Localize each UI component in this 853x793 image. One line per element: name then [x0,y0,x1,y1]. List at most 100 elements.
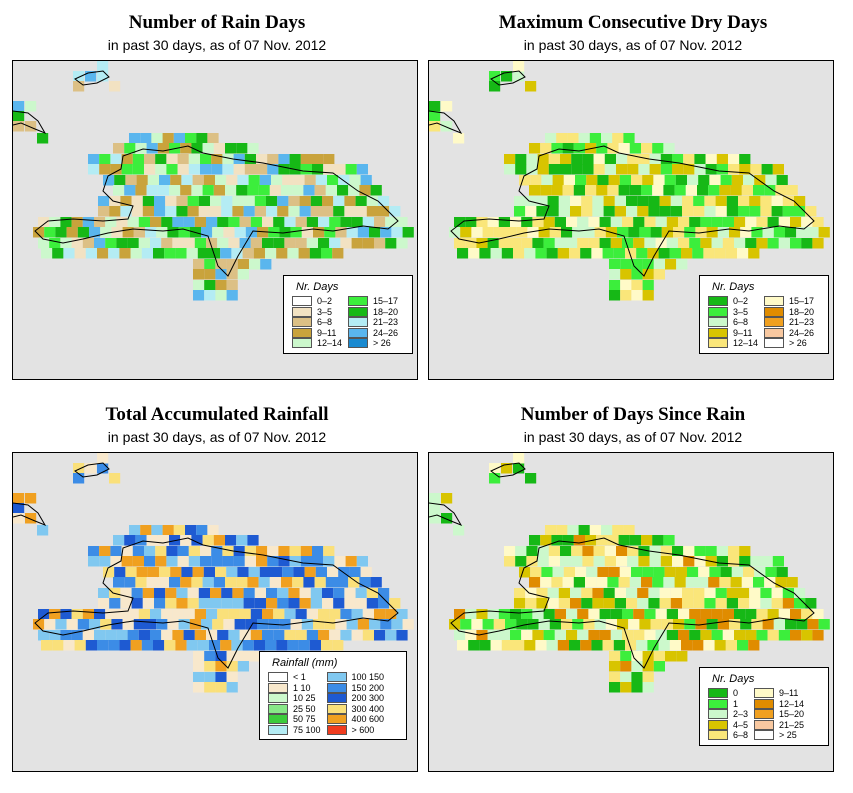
legend-column: 0 1 2–3 4–5 6–8 [708,688,748,741]
map-cell [610,630,622,641]
map-cell [692,248,704,259]
map-cell [292,577,304,588]
map-cell [631,661,643,672]
map-cell [663,577,675,588]
map-cell [191,185,203,196]
map-cell [13,111,25,122]
map-cell [125,175,137,186]
map-cell [374,609,386,620]
map-cell [266,206,278,217]
map-cell [547,588,559,599]
map-cell [221,196,233,207]
map-cell [794,588,806,599]
map-cell [110,556,122,567]
map-cell [221,598,233,609]
map-cell [728,556,740,567]
map-cell [289,546,301,557]
map-cell [547,196,559,207]
map-cell [198,588,210,599]
map-cell [642,269,654,280]
map-cell [183,238,195,249]
map-cell [775,577,787,588]
map-cell [737,640,749,651]
map-cell [616,154,628,165]
map-cell [267,546,279,557]
map-cell [281,185,293,196]
map-cell [552,567,564,578]
map-cell [589,525,601,536]
map-cell [88,164,100,175]
map-cell [178,619,190,630]
map-cell [356,556,368,567]
map-cell [429,101,441,112]
map-cell [247,535,259,546]
map-cell [193,651,205,662]
map-cell [228,217,240,228]
legend-item: 0 [708,688,748,699]
map-cell [540,577,552,588]
map-cell [753,577,765,588]
map-cell [269,577,281,588]
map-cell [498,630,510,641]
map-cell [281,577,293,588]
map-cell [161,630,173,641]
map-cell [204,259,216,270]
map-cell [545,525,557,536]
legend-column: 15–17 18–20 21–23 24–26 > 26 [348,296,398,349]
map-cell [345,164,357,175]
map-cell [103,567,115,578]
map-cell [402,619,414,630]
map-cell [745,238,757,249]
map-cell [194,630,206,641]
map-cell [178,227,190,238]
map-cell [49,609,61,620]
legend-item: 75 100 [268,724,321,736]
map-cell [745,609,757,620]
map-cell [215,269,227,280]
map-cell [738,206,750,217]
map-cell [333,196,345,207]
map-cell [318,238,330,249]
map-cell [289,154,301,165]
map-cell [454,630,466,641]
map-cell [210,598,222,609]
map-cell [109,81,121,92]
map-cell [164,640,176,651]
map-cell [360,567,372,578]
map-cell [664,567,676,578]
map-cell [661,619,673,630]
map-cell [322,598,334,609]
map-cell [588,217,600,228]
map-cell [678,630,690,641]
map-cell [538,619,550,630]
map-cell [94,217,106,228]
map-cell [194,609,206,620]
map-cell [110,164,122,175]
map-cell [206,609,218,620]
map-cell [577,217,589,228]
legend-item: 1 [708,698,748,710]
map-cell [592,196,604,207]
map-cell [660,546,672,557]
map-cell [529,535,541,546]
map-cell [159,567,171,578]
map-cell [652,185,664,196]
map-cell [402,227,414,238]
map-cell [694,154,706,165]
map-cell [756,238,768,249]
map-cell [612,525,624,536]
map-cell [670,598,682,609]
map-cell [672,546,684,557]
map-cell [760,196,772,207]
map-cell [642,661,654,672]
map-cell [561,227,573,238]
map-cell [612,133,624,144]
map-cell [703,248,715,259]
map-cell [161,609,173,620]
map-cell [786,577,798,588]
map-cell [37,133,49,144]
map-cell [259,567,271,578]
map-cell [655,217,667,228]
map-cell [310,598,322,609]
map-cell [676,651,688,662]
